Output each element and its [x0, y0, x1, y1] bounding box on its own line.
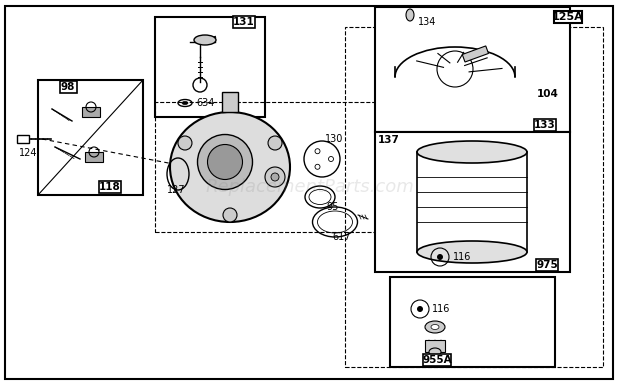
Ellipse shape: [429, 348, 441, 356]
Text: 98: 98: [61, 82, 75, 92]
Circle shape: [417, 306, 423, 312]
Text: 975: 975: [536, 260, 558, 270]
Bar: [85, 152, 103, 162]
Bar: [82, 107, 100, 117]
Ellipse shape: [431, 325, 439, 329]
Text: 104: 104: [537, 89, 559, 99]
Circle shape: [329, 156, 334, 161]
Ellipse shape: [182, 101, 188, 104]
Bar: [155, 102, 380, 232]
Circle shape: [315, 149, 320, 154]
Bar: [38, 80, 143, 195]
Bar: [232, 16, 255, 28]
Ellipse shape: [198, 135, 252, 190]
Text: 634: 634: [196, 98, 215, 108]
Text: 125A: 125A: [552, 12, 584, 22]
Ellipse shape: [194, 35, 216, 45]
Circle shape: [178, 136, 192, 150]
Text: 955A: 955A: [422, 355, 452, 365]
Ellipse shape: [208, 144, 242, 180]
Bar: [99, 181, 122, 193]
Circle shape: [223, 208, 237, 222]
Bar: [390, 277, 555, 367]
Text: 95: 95: [326, 202, 339, 212]
Text: 130: 130: [325, 134, 343, 144]
Bar: [554, 11, 582, 23]
Bar: [155, 17, 265, 117]
Bar: [375, 132, 570, 272]
Bar: [423, 354, 451, 366]
Text: ReplacementParts.com: ReplacementParts.com: [206, 178, 414, 196]
Ellipse shape: [170, 112, 290, 222]
Bar: [17, 135, 29, 143]
Ellipse shape: [417, 241, 527, 263]
Text: 617: 617: [332, 232, 350, 242]
Circle shape: [437, 254, 443, 260]
Text: 137: 137: [378, 135, 400, 145]
Text: 134: 134: [418, 17, 436, 27]
Circle shape: [265, 167, 285, 187]
Text: 127: 127: [167, 185, 185, 195]
Bar: [60, 81, 76, 93]
Text: 116: 116: [453, 252, 471, 262]
Text: 124: 124: [19, 148, 37, 158]
Bar: [463, 46, 489, 62]
Text: 116: 116: [432, 304, 450, 314]
Bar: [345, 27, 603, 367]
Bar: [534, 119, 556, 131]
Circle shape: [315, 164, 320, 169]
Text: 133: 133: [534, 120, 556, 130]
Bar: [222, 92, 238, 112]
Bar: [536, 259, 558, 271]
Bar: [425, 340, 445, 352]
Text: 118: 118: [99, 182, 121, 192]
Ellipse shape: [425, 321, 445, 333]
Text: 131: 131: [233, 17, 255, 27]
Circle shape: [271, 173, 279, 181]
Ellipse shape: [417, 141, 527, 163]
Ellipse shape: [406, 9, 414, 21]
Circle shape: [268, 136, 282, 150]
Bar: [375, 7, 570, 132]
